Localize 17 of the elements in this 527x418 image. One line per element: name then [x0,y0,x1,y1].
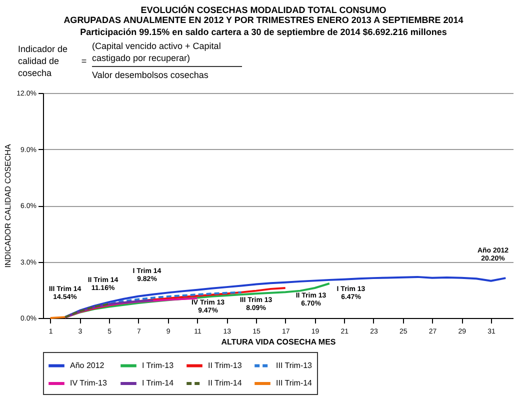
text: Valor desembolsos cosechas [92,69,210,81]
legend-label: I Trim-13 [142,360,174,370]
chart-title: EVOLUCIÓN COSECHAS MODALIDAD TOTAL CONSUMO AGRUPADAS ANUALMENTE EN 2012 Y POR TRIMESTRES ENERO 2013 A SEPTIEMBRE 2014 [62,4,464,25]
legend-label: I Trim-14 [142,378,174,388]
text: = [80,54,88,66]
legend-label: II Trim-14 [208,378,242,388]
text: Indicador de calidad de cosecha [18,42,69,78]
legend-label: IV Trim-13 [70,378,108,388]
y-axis-title: INDICADOR CALIDAD COSECHA [4,144,13,268]
legend-label: Año 2012 [70,360,105,370]
chart-subtitle: Participación 99.15% en saldo cartera a 30 de septiembre de 2014 $6.692.216 millones [79,27,448,37]
text: (Capital vencido activo + Capital castigado por recuperar) [92,40,242,67]
line-series [64,302,110,318]
legend-label: III Trim-14 [276,378,313,388]
legend-label: II Trim-13 [208,360,242,370]
legend-label: III Trim-13 [276,360,313,370]
x-axis-title: ALTURA VIDA COSECHA MES [221,338,336,346]
